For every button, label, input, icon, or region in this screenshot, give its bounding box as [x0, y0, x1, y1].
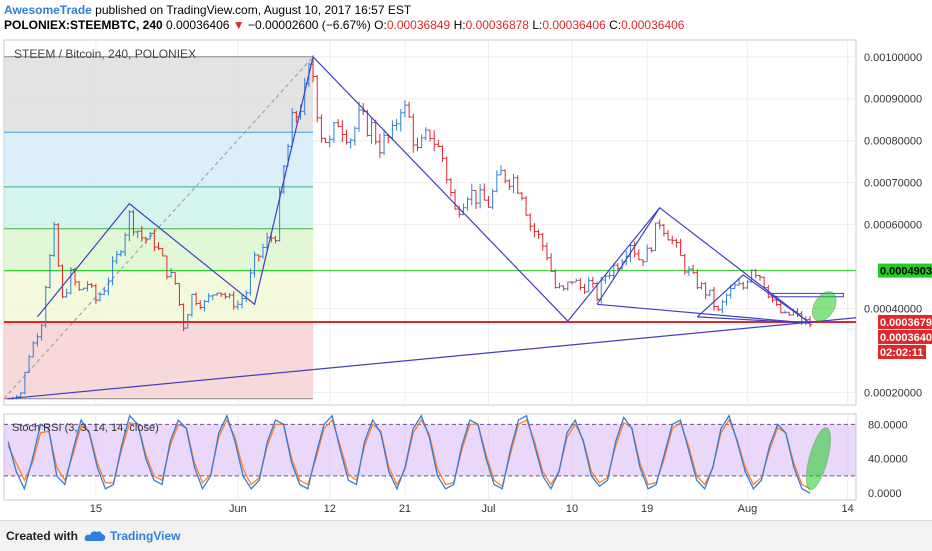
- low-label: L:: [532, 18, 543, 32]
- tradingview-cloud-icon: [84, 531, 106, 541]
- publish-line: AwesomeTrade published on TradingView.co…: [4, 3, 924, 18]
- footer-bar: Created with TradingView: [0, 520, 932, 551]
- time-tick-label: 10: [566, 503, 578, 515]
- price-label-2: 0.00036406: [880, 332, 932, 344]
- last-price: 0.00036406: [166, 18, 230, 32]
- high-label: H:: [453, 18, 466, 32]
- price-tick-label: 0.00080000: [864, 136, 922, 148]
- symbol-label: POLONIEX:STEEMBTC, 240: [4, 18, 163, 32]
- price-label-1: 0.00036791: [880, 317, 932, 329]
- pattern-line[interactable]: [697, 316, 811, 324]
- created-with-text: Created with: [6, 529, 79, 543]
- rsi-tick-label: 80.0000: [868, 419, 908, 431]
- price-tick-label: 0.00100000: [864, 52, 922, 64]
- rsi-tick-label: 40.0000: [868, 454, 908, 466]
- pattern-line[interactable]: [597, 303, 811, 324]
- time-tick-label: Jul: [481, 503, 495, 515]
- author-link[interactable]: AwesomeTrade: [4, 3, 92, 17]
- pattern-line[interactable]: [696, 274, 811, 324]
- price-label-bg: [878, 263, 932, 278]
- time-tick-label: 14: [842, 503, 854, 515]
- pattern-line[interactable]: [596, 207, 661, 305]
- price-label-bg: [878, 314, 932, 329]
- fib-zone: [4, 270, 314, 322]
- axes: 0.00100000 0.00090000 0.00080000 0.00070000…: [90, 52, 932, 515]
- price-label-0: 0.00049039: [880, 266, 932, 278]
- price-tick-label: 0.00070000: [864, 178, 922, 190]
- price-label-bg: [878, 329, 932, 344]
- time-tick-label: Jun: [229, 503, 247, 515]
- chart-title: STEEM / Bitcoin, 240, POLONIEX: [14, 47, 196, 61]
- low-value: 0.00036406: [542, 18, 606, 32]
- down-arrow-icon: ▼: [232, 18, 245, 32]
- rsi-projection-ellipse[interactable]: [801, 425, 835, 491]
- rsi-tick-label: 0.0000: [868, 488, 902, 500]
- open-value: 0.00036849: [386, 18, 451, 32]
- price-tick-label: 0.00060000: [864, 220, 922, 232]
- time-tick-label: 21: [399, 503, 411, 515]
- price-tick-label: 0.00040000: [864, 304, 922, 316]
- publish-info: published on TradingView.com, August 10,…: [95, 3, 412, 17]
- rsi-title: Stoch RSI (3, 3, 14, 14, close): [12, 422, 159, 434]
- close-value: 0.00036406: [621, 18, 685, 32]
- price-label-bg: [878, 344, 926, 359]
- pattern-line[interactable]: [8, 317, 857, 400]
- price-tick-label: 0.00020000: [864, 387, 922, 399]
- time-tick-label: Aug: [738, 503, 758, 515]
- price-pane[interactable]: STEEM / Bitcoin, 240, POLONIEX: [3, 39, 857, 406]
- fib-zone: [4, 186, 314, 229]
- fib-zone: [4, 56, 314, 133]
- target-box[interactable]: [771, 292, 844, 298]
- projection-ellipse[interactable]: [808, 288, 841, 326]
- ohlc-line: POLONIEX:STEEMBTC, 240 0.00036406 ▼ −0.0…: [4, 18, 924, 33]
- price-label-3: 02:02:11: [880, 347, 923, 359]
- open-label: O:: [374, 18, 387, 32]
- fib-zone: [4, 132, 314, 187]
- price-change: −0.00002600 (−6.67%): [248, 18, 371, 32]
- high-value: 0.00036878: [465, 18, 529, 32]
- close-label: C:: [609, 18, 622, 32]
- stoch-rsi-pane[interactable]: Stoch RSI (3, 3, 14, 14, close): [3, 413, 857, 501]
- price-tick-label: 0.00090000: [864, 94, 922, 106]
- time-tick-label: 12: [324, 503, 336, 515]
- fib-zone: [4, 321, 314, 399]
- chart-canvas[interactable]: STEEM / Bitcoin, 240, POLONIEX Stoch RSI…: [0, 0, 932, 520]
- time-tick-label: 19: [641, 503, 653, 515]
- rsi-k-line[interactable]: [7, 413, 811, 494]
- rsi-band-fill: [4, 424, 856, 476]
- tradingview-brand[interactable]: TradingView: [110, 529, 181, 543]
- chart-header: AwesomeTrade published on TradingView.co…: [4, 3, 924, 37]
- time-tick-label: 15: [90, 503, 102, 515]
